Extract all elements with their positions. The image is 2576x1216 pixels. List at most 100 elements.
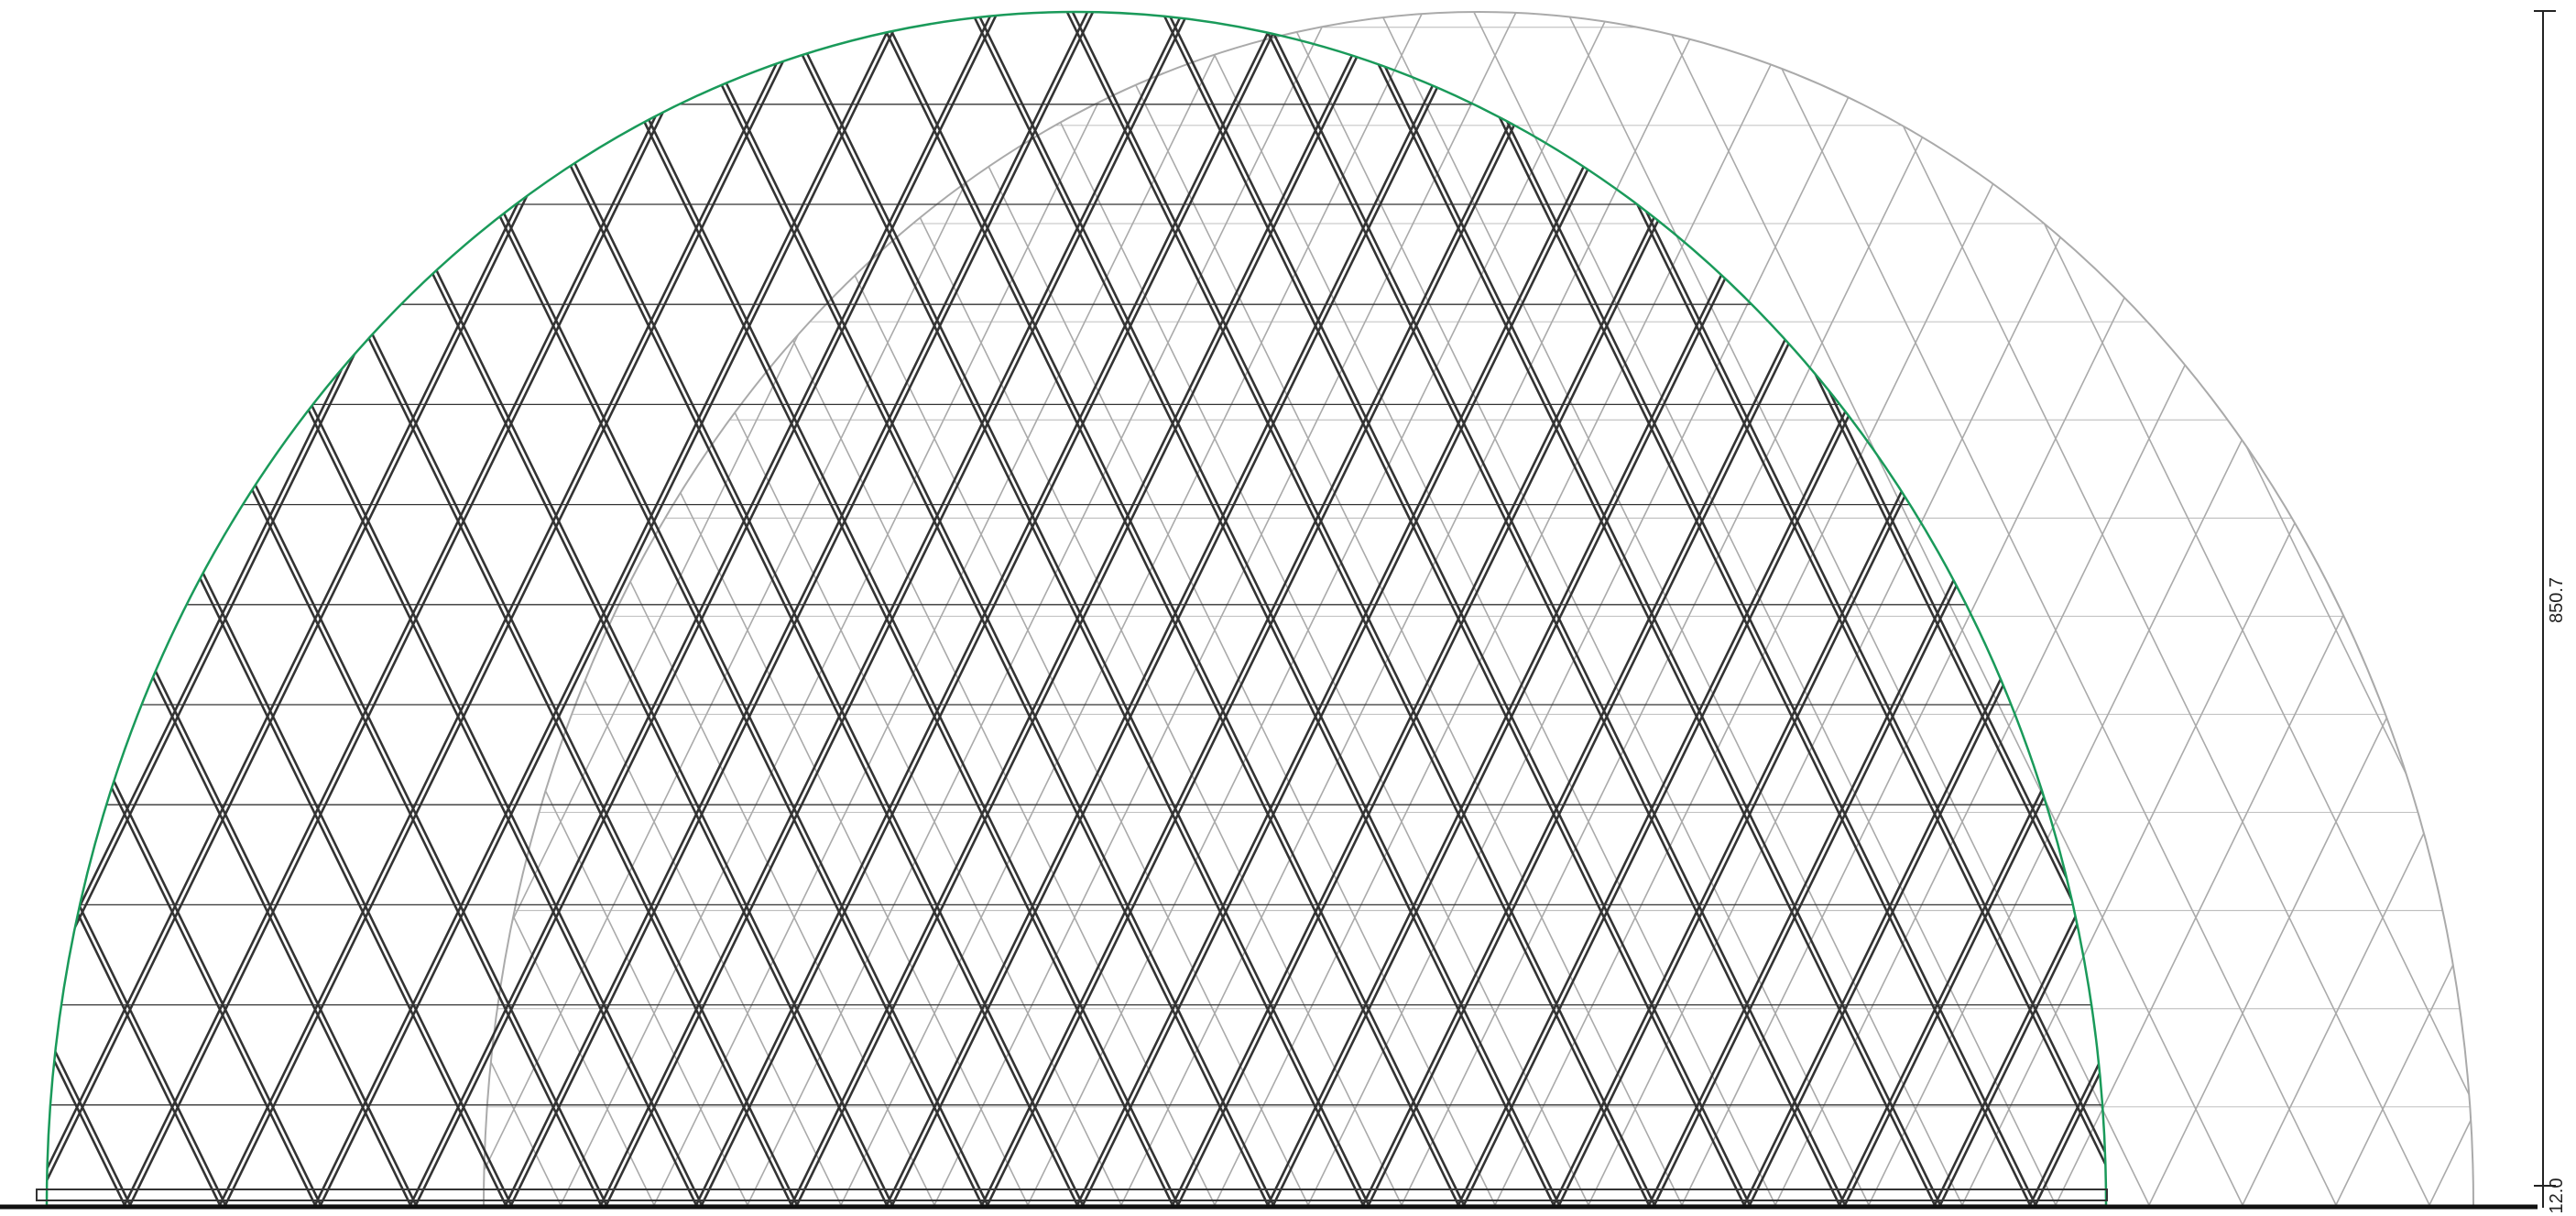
diagrid-member	[532, 12, 1122, 1206]
diagrid-member	[47, 12, 126, 1206]
diagrid-member	[653, 12, 1243, 1206]
diagrid-member	[869, 12, 1460, 1206]
diagrid-member	[47, 12, 132, 1206]
diagrid-member	[484, 12, 935, 1206]
diagrid-member	[560, 12, 1150, 1206]
diagrid-member	[813, 12, 1403, 1206]
diagrid-member	[1774, 12, 2364, 1206]
diagrid-member	[719, 12, 1309, 1206]
diagrid-member	[589, 12, 1180, 1206]
diagrid-member	[0, 0, 35, 1205]
diagrid-member	[679, 12, 1270, 1206]
diagrid-member	[47, 12, 508, 1206]
diagrid-member	[999, 12, 1589, 1206]
diagrid-member	[494, 12, 1085, 1206]
diagrid-member	[484, 12, 963, 1206]
diagrid-member	[484, 12, 1029, 1206]
diagrid-member	[47, 12, 333, 1206]
diagrid-member	[1027, 12, 1617, 1206]
diagrid-member	[0, 0, 45, 1205]
diagrid-member	[1843, 12, 2106, 1206]
diagrid-member	[484, 12, 1056, 1206]
diagrid-member	[1938, 12, 2106, 1206]
diagrid-member	[1346, 12, 1937, 1206]
diagrid-member	[774, 12, 1365, 1206]
diagrid-member	[1307, 12, 1897, 1206]
front-dome-outline	[45, 10, 2108, 1206]
diagrid-member	[1060, 12, 1651, 1206]
diagrid-member	[700, 12, 1291, 1206]
diagrid-member	[2013, 12, 2106, 1206]
diagrid-member	[933, 12, 1523, 1206]
diagrid-member	[1840, 12, 2430, 1206]
diagrid-member	[1467, 12, 2057, 1206]
diagrid-member	[2055, 12, 2473, 1206]
diagrid-member	[0, 0, 187, 1205]
diagrid-member	[2121, 12, 2473, 1206]
diagrid-member	[484, 12, 655, 1206]
diagrid-member	[2308, 12, 2473, 1206]
diagrid-member	[780, 12, 1370, 1206]
diagrid-member	[47, 12, 523, 1206]
diagrid-member	[1446, 12, 2037, 1206]
diagrid-member	[2034, 12, 2106, 1206]
diagrid-member	[1681, 12, 2271, 1206]
diagrid-member	[47, 12, 243, 1206]
diagrid-member	[484, 12, 869, 1206]
diagrid-member	[747, 12, 1337, 1206]
diagrid-member	[47, 12, 322, 1206]
diagrid-member	[47, 12, 142, 1206]
diagrid-member	[1441, 12, 2032, 1206]
diagrid-member	[1065, 12, 1656, 1206]
diagrid-member	[47, 12, 227, 1206]
diagrid-member	[1588, 12, 2178, 1206]
diagrid-member	[47, 12, 222, 1206]
diagrid-member	[47, 12, 317, 1206]
diagrid-member	[1093, 12, 1683, 1206]
diagrid-member	[47, 12, 433, 1206]
diagrid-member	[1256, 12, 1847, 1206]
diagrid-member	[47, 12, 624, 1206]
diagrid-member	[47, 12, 418, 1206]
diagrid-member	[47, 12, 412, 1206]
diagrid-member	[626, 12, 1216, 1206]
diagrid-member	[2110, 0, 2576, 1205]
diagrid-member	[1250, 12, 1841, 1206]
diagrid-member	[47, 12, 513, 1206]
diagrid-member	[47, 12, 338, 1206]
diagrid-member	[1214, 12, 1804, 1206]
diagrid-member	[1828, 12, 2106, 1206]
diagrid-member	[684, 12, 1275, 1206]
diagrid-member	[319, 12, 910, 1206]
diagrid-member	[1917, 12, 2106, 1206]
diagrid-member	[47, 12, 529, 1206]
rear-dome-outline	[483, 11, 2474, 1206]
diagrid-member	[47, 12, 52, 1206]
diagrid-member	[840, 12, 1430, 1206]
diagrid-member	[0, 0, 93, 1205]
diagrid-member	[986, 12, 1577, 1206]
diagrid-member	[1560, 12, 2150, 1206]
diagrid-member	[224, 12, 814, 1206]
diagrid-member	[890, 12, 1481, 1206]
diagrid-member	[1373, 12, 1963, 1206]
diagrid-member	[484, 12, 562, 1206]
base-dimension: 12.0	[2547, 1178, 2567, 1214]
diagrid-member	[2027, 12, 2473, 1206]
diagrid-member	[1494, 12, 2084, 1206]
diagrid-member	[2028, 12, 2106, 1206]
diagrid-member	[1868, 12, 2458, 1206]
diagrid-member	[128, 12, 719, 1206]
diagrid-member	[484, 12, 776, 1206]
diagrid-member	[795, 12, 1386, 1206]
diagrid-member	[1161, 12, 1752, 1206]
diagrid-member	[1155, 12, 1746, 1206]
diagrid-member	[2214, 12, 2473, 1206]
diagrid-member	[605, 12, 1195, 1206]
diagrid-member	[584, 12, 1174, 1206]
base-band	[36, 1189, 2108, 1201]
